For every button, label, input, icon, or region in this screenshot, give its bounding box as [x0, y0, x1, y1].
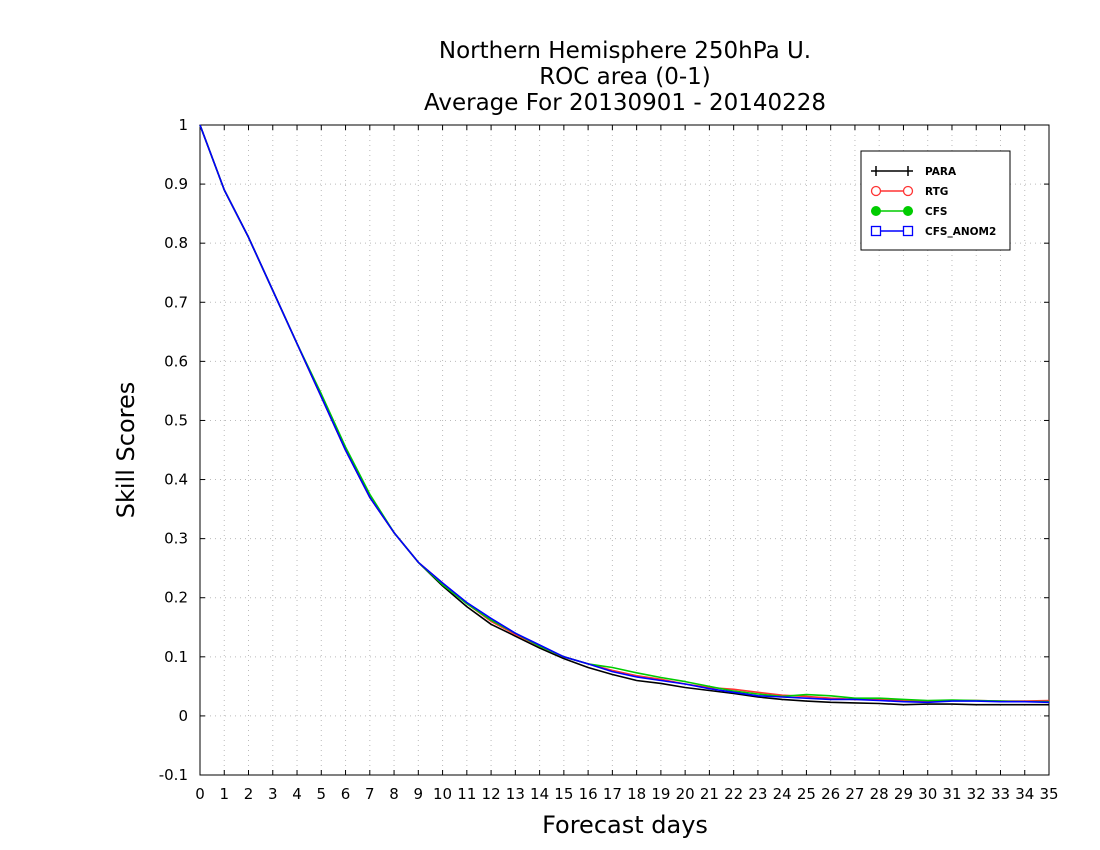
x-tick-label: 32	[967, 785, 986, 803]
y-axis-label: Skill Scores	[112, 382, 140, 519]
x-tick-label: 15	[554, 785, 573, 803]
legend-marker-cfs-anom2	[870, 225, 882, 237]
chart-title-line-3: Average For 20130901 - 20140228	[424, 90, 826, 116]
x-tick-label: 5	[317, 785, 327, 803]
y-tick-label: 0.7	[164, 293, 188, 311]
y-tick-label: 0.5	[164, 411, 188, 429]
legend-label-para: PARA	[925, 166, 957, 178]
y-tick-label: 0.6	[164, 352, 188, 370]
x-tick-label: 17	[603, 785, 622, 803]
x-tick-label: 29	[894, 785, 913, 803]
series-line-cfs-anom2	[199, 124, 1050, 704]
x-tick-label: 6	[341, 785, 351, 803]
axis-ticks: 0 1 2 3 4 5 6 7 8 9 10 11 12 13 14 15 16 17 18 19 20 21 22 23 24…	[159, 116, 1059, 803]
y-tick-label: 0	[178, 707, 188, 725]
legend-marker-rtg	[902, 185, 914, 197]
x-tick-label: 13	[506, 785, 525, 803]
legend: PARA RTG CFS CFS_ANOM2	[860, 150, 1011, 251]
chart-title: Northern Hemisphere 250hPa U. ROC area (…	[424, 38, 826, 116]
y-tick-label: 0.2	[164, 589, 188, 607]
x-tick-label: 18	[627, 785, 646, 803]
legend-label-cfs-anom2: CFS_ANOM2	[925, 226, 996, 238]
x-tick-label: 9	[414, 785, 424, 803]
legend-box	[860, 150, 1011, 251]
x-tick-label: 30	[918, 785, 937, 803]
x-tick-label: 8	[389, 785, 399, 803]
x-tick-label: 16	[579, 785, 598, 803]
x-tick-label: 7	[365, 785, 375, 803]
series-lines	[199, 124, 1050, 706]
x-tick-label: 12	[482, 785, 501, 803]
x-tick-label: 3	[268, 785, 278, 803]
y-tick-label: 1	[178, 116, 188, 134]
x-tick-label: 19	[651, 785, 670, 803]
x-tick-label: 14	[530, 785, 549, 803]
chart-title-line-1: Northern Hemisphere 250hPa U.	[439, 38, 811, 64]
x-tick-label: 21	[700, 785, 719, 803]
plot-frame	[199, 124, 1050, 776]
legend-marker-cfs	[903, 206, 913, 216]
x-tick-label: 2	[244, 785, 254, 803]
x-axis-label: Forecast days	[542, 811, 708, 839]
y-tick-label: 0.1	[164, 648, 188, 666]
x-tick-label: 27	[845, 785, 864, 803]
y-tick-label: 0.4	[164, 471, 188, 489]
legend-marker-cfs	[871, 206, 881, 216]
x-tick-label: 10	[433, 785, 452, 803]
x-tick-label: 25	[797, 785, 816, 803]
x-tick-label: 22	[724, 785, 743, 803]
y-tick-label: 0.9	[164, 175, 188, 193]
legend-label-cfs: CFS	[925, 206, 947, 218]
y-tick-label: 0.8	[164, 234, 188, 252]
x-tick-label: 4	[292, 785, 302, 803]
x-tick-label: 34	[1015, 785, 1034, 803]
x-tick-label: 24	[773, 785, 792, 803]
legend-marker-cfs-anom2	[902, 225, 914, 237]
x-tick-label: 20	[676, 785, 695, 803]
legend-label-rtg: RTG	[925, 186, 948, 198]
x-tick-label: 33	[991, 785, 1010, 803]
x-tick-label: 26	[821, 785, 840, 803]
series-line-cfs	[199, 124, 1049, 703]
x-tick-label: 23	[748, 785, 767, 803]
chart-title-line-2: ROC area (0-1)	[539, 64, 711, 90]
grid-lines	[200, 125, 1049, 775]
x-tick-label: 28	[870, 785, 889, 803]
x-tick-label: 35	[1039, 785, 1058, 803]
y-tick-label: -0.1	[159, 766, 188, 784]
x-tick-label: 11	[457, 785, 476, 803]
y-tick-label: 0.3	[164, 530, 188, 548]
x-tick-label: 0	[195, 785, 205, 803]
x-tick-label: 31	[942, 785, 961, 803]
x-tick-label: 1	[219, 785, 229, 803]
legend-marker-rtg	[870, 185, 882, 197]
